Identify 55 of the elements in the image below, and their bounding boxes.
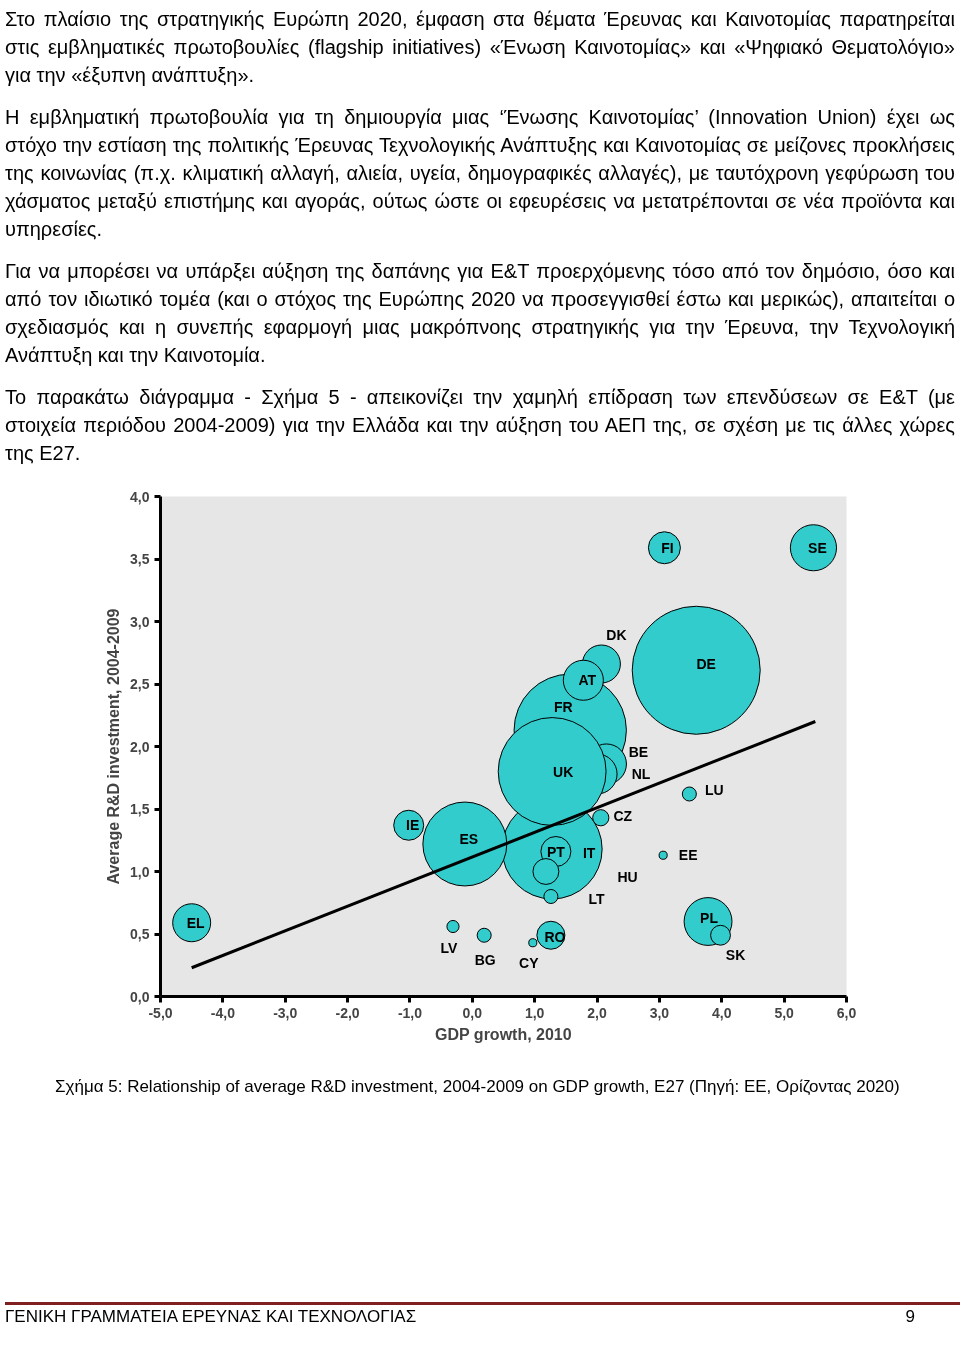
x-tick-label: 2,0	[587, 1004, 607, 1021]
text: Το παρακάτω διάγραμμα - Σχήμα 5 - απεικονίζει την χαμηλή επίδραση των επενδύσεων σε Ε&Τ (με στοιχεία περιόδου 2004-2009) για την Ελλάδα και την αύξηση του ΑΕΠ της, σε σχέση με τις άλλες χώρες της Ε27.	[5, 385, 955, 466]
x-tick-label: 3,0	[649, 1004, 670, 1021]
annotation: DE	[696, 656, 716, 673]
annotation: EE	[678, 847, 698, 864]
y-tick-label: 3,0	[130, 613, 150, 630]
annotation: RO	[544, 929, 566, 946]
annotation: AT	[578, 672, 597, 689]
y-tick-label: 2,0	[130, 738, 150, 755]
x-tick-label: -1,0	[397, 1004, 423, 1021]
y-tick-label: 0,0	[130, 988, 150, 1005]
annotation: IT	[582, 845, 596, 861]
annotation: CZ	[613, 807, 633, 824]
annotation: FR	[553, 699, 573, 716]
annotation: EL	[186, 914, 206, 931]
x-axis-title: GDP growth, 2010	[435, 1025, 572, 1043]
text: Η εμβληματική πρωτοβουλία για τη δημιουργία μιας ‘Ένωσης Καινοτομίας’ (Innovation Union) έχει ως στόχο την εστίαση της πολιτικής Έρευνας Τεχνολογικής Ανάπτυξης και Καινοτομίας σε μείζονες προκλήσεις της κοινωνίας (π.χ. κλιματική αλλαγή, αλιεία, υγεία, δημογραφικές αλλαγές), με ταυτόχρονη γεφύρωση του χάσματος μεταξύ επιστήμης και αγοράς, ούτως ώστε οι εφευρέσεις να μετατρέπονται σε νέα προϊόντα και υπηρεσίες.	[5, 105, 955, 242]
annotation: LT	[588, 890, 605, 907]
annotation: CY	[519, 954, 540, 971]
x-tick-label: -2,0	[335, 1004, 360, 1021]
annotation: BG	[474, 952, 496, 969]
annotation: DK	[606, 627, 627, 643]
y-axis-title: Average R&D investment, 2004-2009	[105, 608, 123, 885]
annotation: ES	[459, 831, 479, 847]
x-tick-label: 6,0	[836, 1004, 857, 1021]
annotation: SK	[725, 947, 746, 964]
text: Στο πλαίσιο της στρατηγικής Ευρώπη 2020, έμφαση στα θέματα Έρευνας και Καινοτομίας παρατηρείται στις εμβληματικές πρωτοβουλίες (flagship initiatives) «Ένωση Καινοτομίας» και «Ψηφιακό Θεματολόγιο» για την «έξυπνη ανάπτυξη».	[5, 7, 955, 88]
annotation: PL	[700, 909, 719, 926]
annotation: FI	[661, 539, 674, 556]
x-tick-label: -5,0	[148, 1004, 173, 1021]
x-tick-label: -4,0	[210, 1004, 236, 1021]
annotation: HU	[617, 868, 638, 885]
y-tick-label: 4,0	[130, 488, 150, 505]
x-tick-label: 5,0	[774, 1004, 795, 1021]
y-tick-label: 2,5	[130, 676, 150, 692]
x-tick-label: 1,0	[524, 1004, 545, 1021]
annotation: UK	[553, 763, 574, 780]
annotation: PT	[546, 843, 566, 860]
annotation: IE	[406, 817, 420, 834]
annotation: SE	[808, 539, 827, 556]
x-tick-label: 4,0	[712, 1004, 732, 1021]
x-tick-label: -3,0	[273, 1004, 298, 1021]
text: Για να μπορέσει να υπάρξει αύξηση της δαπάνης για Ε&Τ προερχόμενης τόσο από τον δημόσιο, όσο και από τον ιδιωτικό τομέα (και ο στόχος της Ευρώπης 2020 να προσεγγισθεί έστω και μερικώς), απαιτείται ο σχεδιασμός και η συνεπής εφαρμογή μιας μακρόπνοης στρατηγικής για την Έρευνα, την Τεχνολογική Ανάπτυξη και την Καινοτομία.	[5, 259, 955, 368]
annotation: NL	[631, 766, 651, 782]
text: Σχήμα 5: Relationship of average R&D investment, 2004-2009 on GDP growth, E27 (Πηγή: ΕΕ, Ορίζοντας 2020)	[55, 1076, 900, 1098]
y-tick-label: 3,5	[130, 551, 150, 567]
annotation: BE	[628, 744, 649, 760]
annotation: LU	[705, 782, 724, 798]
text: ΓΕΝΙΚΗ ΓΡΑΜΜΑΤΕΙΑ ΕΡΕΥΝΑΣ ΚΑΙ ΤΕΧΝΟΛΟΓΙΑΣ	[5, 1306, 417, 1329]
y-tick-label: 0,5	[130, 926, 150, 942]
text: 9	[905, 1306, 915, 1329]
y-tick-label: 1,0	[130, 863, 150, 880]
x-tick-label: 0,0	[462, 1004, 483, 1021]
annotation: LV	[440, 939, 459, 956]
y-tick-label: 1,5	[130, 801, 150, 817]
